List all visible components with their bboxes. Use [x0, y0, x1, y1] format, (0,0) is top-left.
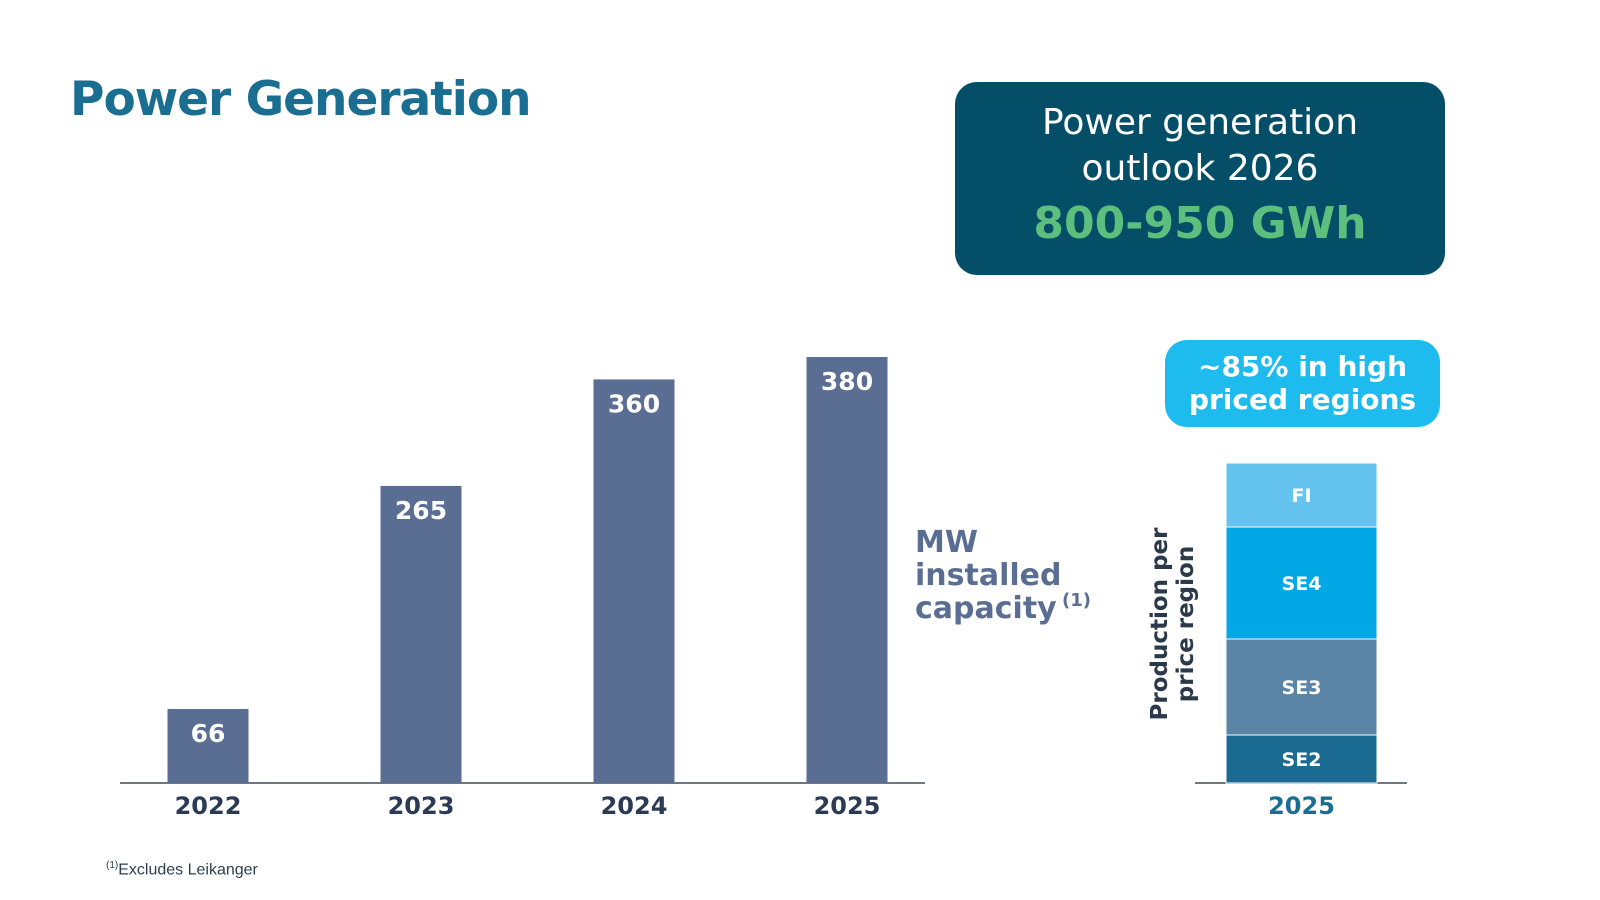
badge-line1: ~85% in high	[1197, 350, 1407, 383]
x-tick-label-2024: 2024	[601, 792, 668, 820]
page-title: Power Generation	[70, 72, 532, 127]
outlook-heading: Power generation outlook 2026	[955, 100, 1445, 192]
x-tick-label-2023: 2023	[388, 792, 455, 820]
bar-value-label-2024: 360	[608, 389, 660, 418]
outlook-value: 800-950 GWh	[1033, 198, 1367, 249]
outlook-heading-line1: Power generation	[1041, 102, 1359, 143]
bar-2023	[380, 485, 462, 783]
outlook-heading-line2: outlook 2026	[1081, 148, 1319, 189]
footnote-marker: (1)	[106, 860, 119, 871]
footnote: (1)Excludes Leikanger	[106, 860, 258, 879]
badge-line2: priced regions	[1188, 383, 1417, 416]
capacity-label-line1: MW	[915, 525, 978, 560]
segment-label-se4: SE4	[1282, 573, 1322, 595]
bar-2025	[806, 357, 888, 783]
high-price-share-badge: ~85% in high priced regions	[1165, 340, 1440, 427]
segment-se2	[1225, 734, 1378, 784]
stacked-y-label-line1: Production per	[1147, 527, 1173, 721]
bar-value-label-2023: 265	[395, 496, 447, 525]
capacity-label-line3: capacity	[915, 591, 1057, 626]
bar-value-label-2022: 66	[191, 719, 226, 748]
segment-se4	[1225, 526, 1378, 640]
bar-2022	[167, 709, 249, 783]
segment-fi	[1225, 462, 1378, 528]
outlook-box: Power generation outlook 2026 800-950 GW…	[955, 82, 1445, 275]
footnote-text: Excludes Leikanger	[118, 861, 258, 879]
capacity-label-marker: (1)	[1062, 590, 1091, 611]
segment-label-se2: SE2	[1282, 749, 1322, 771]
segment-label-se3: SE3	[1282, 677, 1322, 699]
bar-value-label-2025: 380	[821, 367, 873, 396]
bar-2024	[593, 379, 675, 783]
stacked-y-label-line2: price region	[1173, 546, 1199, 702]
capacity-label-line2: installed	[915, 558, 1061, 593]
segment-label-fi: FI	[1291, 485, 1311, 507]
stacked-x-tick-label: 2025	[1268, 792, 1335, 820]
segment-se3	[1225, 638, 1378, 736]
x-tick-label-2025: 2025	[814, 792, 881, 820]
x-tick-label-2022: 2022	[175, 792, 242, 820]
